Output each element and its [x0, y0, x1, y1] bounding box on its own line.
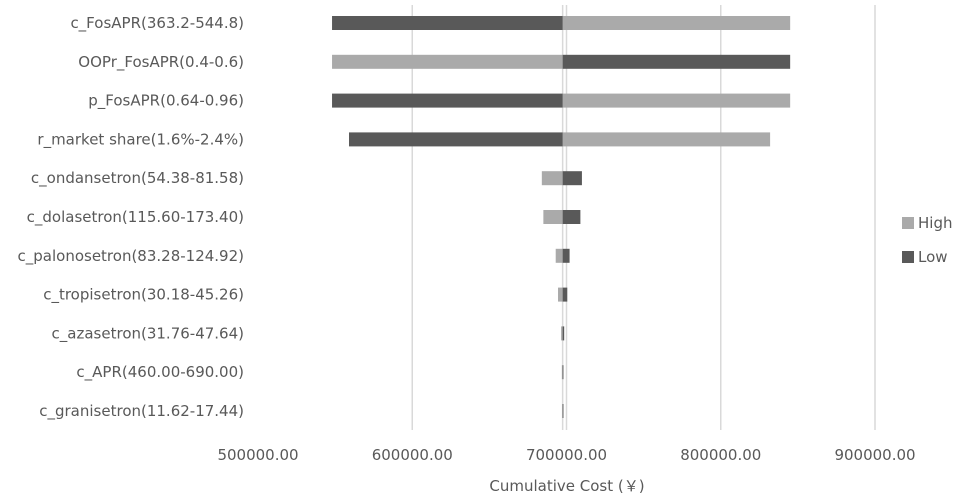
x-axis-ticks: 500000.00 600000.00 700000.00 800000.00 9000…: [217, 446, 915, 464]
category-label-4: c_ondansetron(54.38-81.58): [31, 169, 244, 188]
x-axis-title: Cumulative Cost (￥): [489, 477, 644, 495]
bar-high-8: [561, 326, 563, 341]
category-label-2: p_FosAPR(0.64-0.96): [88, 92, 244, 111]
x-tick-label-0: 500000.00: [217, 446, 298, 464]
bar-low-10: [562, 404, 564, 418]
x-tick-label-4: 900000.00: [834, 446, 915, 464]
bar-low-3: [349, 132, 563, 147]
bar-low-0: [332, 16, 563, 30]
category-label-8: c_azasetron(31.76-47.64): [52, 324, 244, 343]
bar-high-0: [562, 16, 791, 30]
x-tick-label-3: 800000.00: [680, 446, 761, 464]
bar-high-6: [555, 248, 563, 263]
legend-label-low: Low: [918, 248, 948, 266]
grid-lines: [411, 5, 876, 430]
legend-label-high: High: [918, 214, 952, 232]
bar-low-2: [332, 93, 563, 108]
legend-swatch-high: [902, 217, 914, 229]
category-label-1: OOPr_FosAPR(0.4-0.6): [78, 53, 244, 72]
bar-low-5: [562, 210, 581, 224]
category-labels: c_FosAPR(363.2-544.8) OOPr_FosAPR(0.4-0.6…: [18, 14, 244, 421]
bar-low-1: [562, 54, 791, 69]
bar-low-9: [562, 365, 564, 380]
bar-high-3: [562, 132, 771, 147]
category-label-5: c_dolasetron(115.60-173.40): [27, 208, 244, 227]
bar-high-4: [541, 171, 563, 186]
bar-low-8: [562, 326, 565, 341]
bar-high-1: [332, 54, 563, 69]
x-tick-label-1: 600000.00: [372, 446, 453, 464]
category-label-7: c_tropisetron(30.18-45.26): [43, 286, 244, 305]
category-label-9: c_APR(460.00-690.00): [76, 363, 244, 382]
bar-high-9: [561, 365, 563, 380]
category-label-6: c_palonosetron(83.28-124.92): [18, 247, 244, 266]
legend-swatch-low: [902, 251, 914, 263]
bar-low-6: [562, 248, 570, 263]
bar-high-7: [558, 287, 563, 302]
legend: High Low: [902, 214, 952, 266]
bars: [332, 16, 791, 418]
bar-high-2: [562, 93, 791, 108]
bar-low-4: [562, 171, 582, 186]
bar-low-7: [562, 287, 568, 302]
category-label-10: c_granisetron(11.62-17.44): [39, 402, 244, 421]
x-tick-label-2: 700000.00: [526, 446, 607, 464]
category-label-3: r_market share(1.6%-2.4%): [37, 130, 244, 149]
bar-high-5: [543, 210, 563, 224]
category-label-0: c_FosAPR(363.2-544.8): [70, 14, 244, 33]
